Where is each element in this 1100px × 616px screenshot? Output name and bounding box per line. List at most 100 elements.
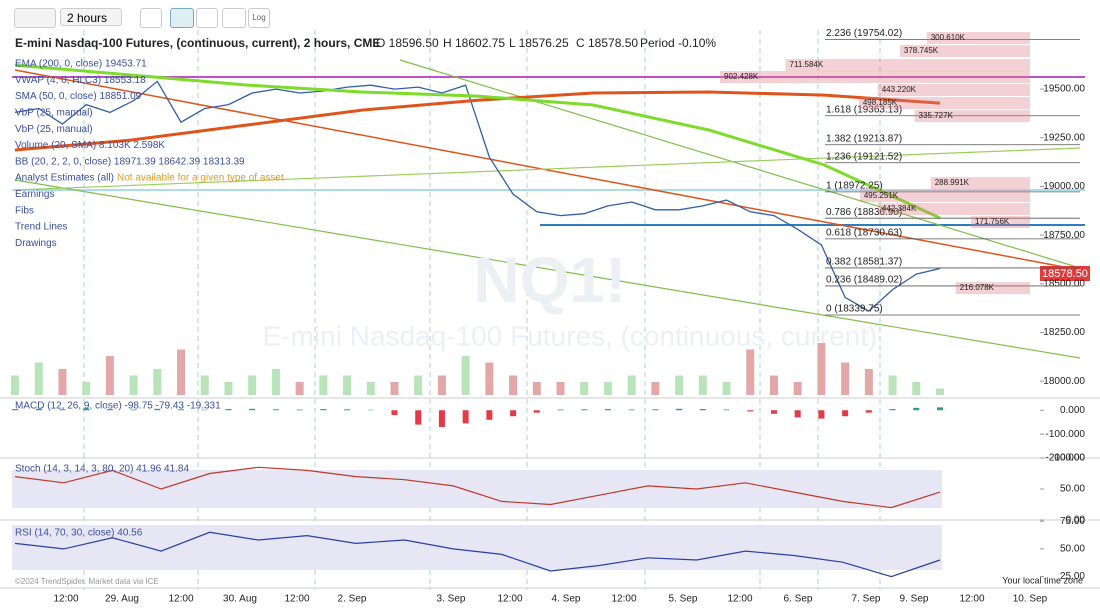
y-tick-label: 50.00 [1060,484,1085,495]
indicator-label: Stoch (14, 3, 14, 3, 80, 20) 41.96 41.84 [15,464,189,475]
volume-bar [769,375,778,395]
volume-bar [437,375,446,395]
volume-bar [34,362,43,395]
x-tick-label: 9. Sep [900,594,929,605]
volume-profile-bar [955,282,1030,295]
macd-bar [83,408,90,411]
rsi-band [12,525,942,570]
series-line [14,63,941,220]
indicator-label: MACD (12, 26, 9, close) -98.75 -79.43 -1… [15,401,221,412]
volume-bar [11,375,19,395]
legend-entry: VbP (25, manual) [15,124,93,135]
y-tick-label: 19250.00 [1043,132,1085,143]
volume-profile-label: 216.078K [960,283,995,292]
fib-label: 1 (18972.25) [826,180,883,191]
volume-profile-label: 171.756K [975,217,1010,226]
ohlc-high: H 18602.75 [443,36,505,50]
volume-bar [200,375,209,395]
replay-button[interactable] [196,8,218,28]
macd-bar [581,409,588,411]
macd-bar [865,410,872,413]
volume-bar [532,382,541,395]
fib-label: 1.236 (19121.52) [826,151,902,162]
volume-bar [509,375,518,395]
macd-bar [794,410,801,418]
analyst-note: Not available for a given type of asset [117,173,284,184]
ohlc-close: C 18578.50 [576,36,638,50]
volume-bar [153,369,162,395]
volume-profile-label: 495.251K [864,191,899,200]
macd-bar [533,410,540,413]
toolbar: 2 hours Log [0,0,1100,34]
y-tick-label: 100.00 [1054,453,1085,464]
volume-bar [746,349,755,395]
macd-bar [913,407,920,411]
volume-profile-bar [926,32,1030,45]
last-price-box [1040,266,1090,281]
volume-bar [817,343,826,395]
macd-bar [723,409,730,411]
fib-label: 0 (18339.75) [826,304,883,315]
volume-bar [675,375,684,395]
volume-profile-label: 335.727K [919,111,954,120]
x-tick-label: 29. Aug [105,594,139,605]
volume-bar [722,382,731,395]
indicator-label: RSI (14, 70, 30, close) 40.56 [15,528,143,539]
interval-select[interactable]: 2 hours [60,8,122,26]
timezone: Your local time zone [1002,575,1083,585]
volume-profile-bar [859,189,1030,202]
volume-profile-label: 443.220K [882,85,917,94]
fib-label: 0.618 (18730.63) [826,228,902,239]
stoch-band [12,470,942,508]
volume-bar [603,382,612,395]
macd-bar [106,409,113,411]
macd-bar [842,410,849,417]
volume-bar [366,382,375,395]
volume-profile-label: 711.584K [790,60,824,69]
crosshair-button[interactable] [222,8,246,28]
trend-line [399,59,1081,269]
volume-bar [556,382,565,395]
x-tick-label: 7. Sep [852,594,881,605]
macd-bar [462,410,469,424]
x-tick-label: 12:00 [497,594,522,605]
volume-bar [224,382,233,395]
volume-bar [912,382,921,395]
legend-entry: BB (20, 2, 2, 0, close) 18971.39 18642.3… [15,156,245,167]
legend-entry: Drawings [15,238,57,249]
y-tick-label: -200.000 [1046,453,1086,464]
volume-bar [319,375,328,395]
x-tick-label: 5. Sep [669,594,698,605]
x-tick-label: 12:00 [611,594,636,605]
legend-entry: VbP (25, manual) [15,108,93,119]
macd-bar [272,409,279,411]
macd-bar [391,410,398,416]
x-tick-label: 12:00 [168,594,193,605]
volume-bar [485,362,494,395]
macd-bar [320,409,327,411]
volume-bar [888,375,897,395]
legend-entry: EMA (200, 0, close) 19453.71 [15,59,147,70]
y-tick-label: 18500.00 [1043,278,1085,289]
y-tick-label: 18250.00 [1043,327,1085,338]
ohlc-low: L 18576.25 [509,36,569,50]
watermark-symbol: NQ1! [474,244,627,316]
macd-bar [604,409,611,411]
settings-button[interactable] [140,8,162,28]
volume-bar [177,349,186,395]
macd-bar [438,410,445,427]
chart-type-button[interactable] [170,8,194,28]
copyright: ©2024 TrendSpider. Market data via ICE [15,577,159,586]
x-tick-label: 6. Sep [784,594,813,605]
log-button[interactable]: Log [248,8,270,28]
macd-bar [818,410,825,419]
y-tick-label: 18750.00 [1043,230,1085,241]
watermark-name: E-mini Nasdaq-100 Futures, (continuous, … [263,320,878,351]
macd-bar [12,409,18,411]
layout-button[interactable] [14,8,56,28]
legend-entry: Analyst Estimates (all) [15,173,114,184]
series-line [14,80,941,312]
volume-bar [793,382,802,395]
